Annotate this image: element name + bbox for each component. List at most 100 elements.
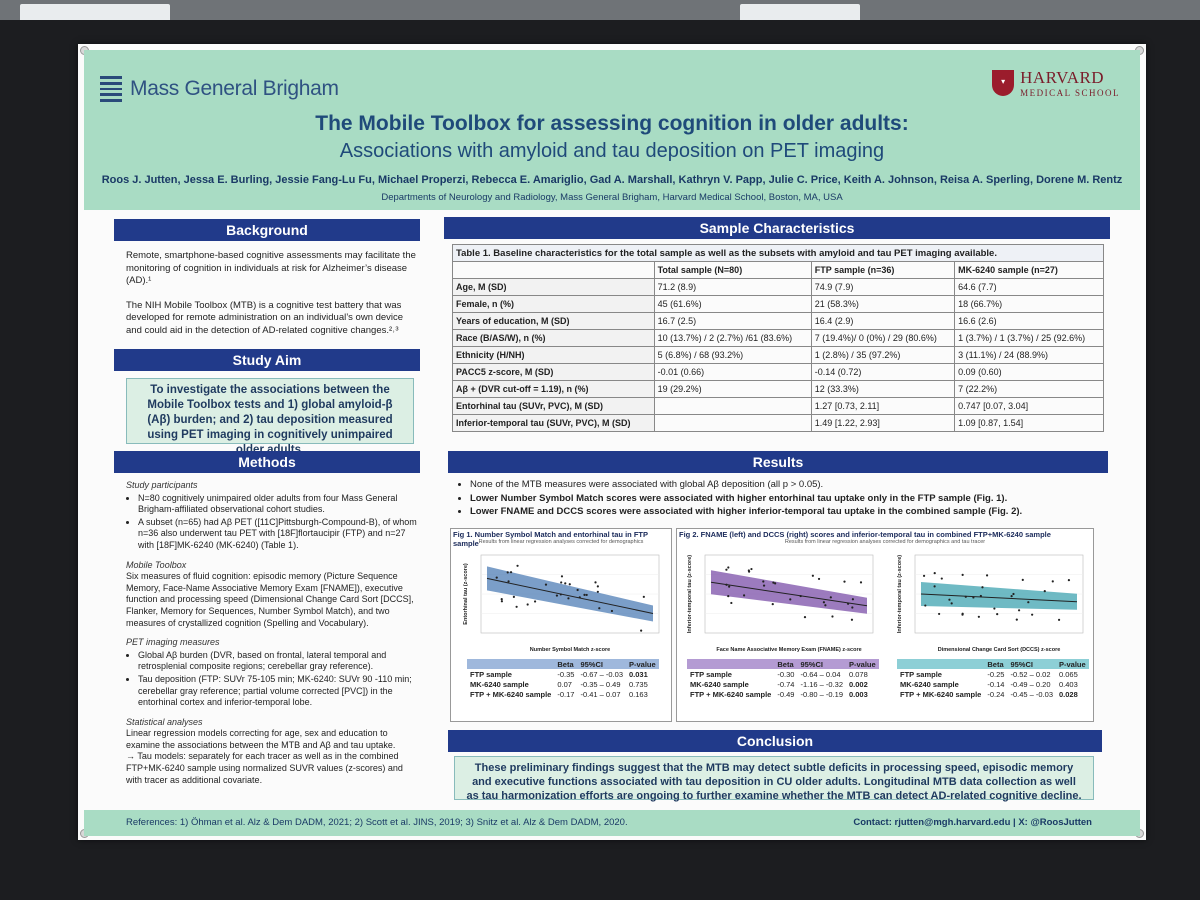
data-point — [559, 593, 562, 596]
data-point — [747, 570, 751, 573]
figure-2: Fig 2. FNAME (left) and DCCS (right) sco… — [676, 528, 1094, 722]
data-point — [728, 585, 731, 588]
coef-table-cell: -0.74 — [777, 679, 795, 689]
table-row: Inferior-temporal tau (SUVr, PVC), M (SD… — [452, 414, 1104, 432]
data-point — [922, 574, 926, 577]
coef-table-header: P-value — [1059, 659, 1086, 669]
confidence-band — [921, 582, 1077, 610]
results-heading: Results — [448, 451, 1108, 473]
data-point — [742, 594, 746, 597]
figure-1-table: Beta 95%CI P-value FTP sample -0.35 -0.67 – -… — [467, 659, 659, 699]
x-axis-label: Face Name Associative Memory Exam (FNAME… — [716, 647, 861, 653]
table-cell: -0.01 (0.66) — [653, 363, 812, 381]
data-point — [583, 593, 586, 596]
coef-table-cell: FTP + MK-6240 sample — [470, 689, 552, 699]
data-point — [1015, 618, 1018, 621]
table-row: Years of education, M (SD) 16.7 (2.5) 16.4… — [452, 312, 1104, 330]
coef-table-row: FTP + MK-6240 sample -0.49 -0.80 – -0.19 0.… — [687, 689, 879, 699]
coef-table-cell: 0.028 — [1059, 689, 1078, 699]
stats-arrow-text: → Tau models: separately for each tracer… — [126, 751, 403, 785]
harvard-logo: ▾ HARVARD MEDICAL SCHOOL — [992, 68, 1120, 98]
data-point — [811, 574, 814, 577]
data-point — [961, 613, 964, 616]
coef-table-row: FTP + MK-6240 sample -0.24 -0.45 – -0.03 0.… — [897, 689, 1089, 699]
table-cell — [653, 397, 812, 415]
coef-table-cell: 0.031 — [629, 669, 648, 679]
data-point — [509, 571, 513, 574]
table-row: Race (B/AS/W), n (%) 10 (13.7%) / 2 (2.7%… — [452, 329, 1104, 347]
coef-table-cell: FTP + MK-6240 sample — [900, 689, 982, 699]
data-point — [851, 606, 854, 609]
coef-table-cell: 0.403 — [1059, 679, 1078, 689]
table-row: Entorhinal tau (SUVr, PVC), M (SD) 1.27 [… — [452, 397, 1104, 415]
coef-table-cell: FTP sample — [470, 669, 512, 679]
coef-table-cell: 0.078 — [849, 669, 868, 679]
table-cell: 21 (58.3%) — [810, 295, 956, 313]
coef-table-cell: -0.80 – -0.19 — [800, 689, 843, 699]
coef-table-header: Beta — [557, 659, 574, 669]
table-row: Female, n (%) 45 (61.6%) 21 (58.3%) 18 (66.… — [452, 295, 1104, 313]
coef-table-cell: 0.735 — [629, 679, 648, 689]
figure-1-title: Fig 1. Number Symbol Match and entorhina… — [453, 530, 648, 548]
figure-2b-table: Beta 95%CI P-value FTP sample -0.25 -0.52 – 0… — [897, 659, 1089, 699]
data-point — [1067, 579, 1071, 582]
department: Departments of Neurology and Radiology, … — [381, 192, 843, 203]
sample-heading: Sample Characteristics — [444, 217, 1110, 239]
data-point — [516, 564, 519, 567]
data-point — [500, 600, 504, 603]
data-point — [610, 609, 614, 613]
data-point — [933, 571, 936, 575]
table-cell: 16.4 (2.9) — [810, 312, 956, 330]
coef-table-cell: FTP + MK-6240 sample — [690, 689, 772, 699]
poster-subtitle: Associations with amyloid and tau deposi… — [339, 140, 885, 162]
data-point — [1012, 592, 1015, 596]
coef-table-cell: MK-6240 sample — [900, 679, 959, 689]
coef-table-header: 95%CI — [1010, 659, 1033, 669]
figure-2-title: Fig 2. FNAME (left) and DCCS (right) sco… — [679, 530, 1051, 539]
data-point — [1051, 580, 1054, 583]
row-label: Race (B/AS/W), n (%) — [452, 329, 655, 347]
figure-1-plot: Number Symbol Match z-score Entorhinal ta… — [463, 554, 660, 653]
regression-line — [710, 581, 868, 607]
table-row: Age, M (SD) 71.2 (8.9) 74.9 (7.9) 64.6 (7.7… — [452, 278, 1104, 296]
coef-table-cell: 0.163 — [629, 689, 648, 699]
data-point — [555, 594, 559, 597]
coef-table-cell: -0.64 – 0.04 — [800, 669, 841, 679]
list-item: None of the MTB measures were associated… — [470, 479, 1108, 492]
background-text: Remote, smartphone-based cognitive asses… — [126, 250, 416, 337]
table-cell: 74.9 (7.9) — [810, 278, 956, 296]
harvard-logo-subtext: MEDICAL SCHOOL — [1020, 88, 1120, 98]
confidence-band — [711, 570, 867, 614]
mgb-logo-icon — [100, 76, 122, 102]
pet-list: Global Aβ burden (DVR, based on frontal,… — [138, 650, 418, 709]
data-point — [750, 567, 753, 571]
table-cell: 7 (22.2%) — [954, 380, 1104, 398]
coef-table-row: MK-6240 sample -0.74 -1.16 – -0.32 0.002 — [687, 679, 879, 689]
data-point — [824, 604, 827, 607]
coef-table-header: P-value — [849, 659, 876, 669]
data-point — [817, 577, 821, 581]
data-point — [526, 603, 529, 606]
coef-table-cell: MK-6240 sample — [690, 679, 749, 689]
data-point — [979, 594, 982, 598]
table-cell: 0.09 (0.60) — [954, 363, 1104, 381]
background-paragraph: The NIH Mobile Toolbox (MTB) is a cognit… — [126, 299, 404, 336]
data-point — [564, 582, 567, 585]
coef-table-header — [467, 659, 554, 669]
methods-heading: Methods — [114, 451, 420, 473]
data-point — [725, 568, 728, 571]
toolbox-text: Six measures of fluid cognition: episodi… — [126, 571, 414, 628]
table-cell: 45 (61.6%) — [653, 295, 812, 313]
coef-table-cell: -0.35 — [557, 669, 575, 679]
table-header: Total sample (N=80) — [653, 261, 812, 279]
data-point — [846, 602, 850, 605]
coef-table-header: 95%CI — [800, 659, 823, 669]
mgb-logo-text: Mass General Brigham — [130, 77, 339, 100]
figure-1-subtitle: Results from linear regression analyses … — [478, 539, 644, 545]
data-point — [1027, 601, 1030, 604]
data-point — [596, 585, 599, 588]
data-point — [859, 581, 863, 584]
data-point — [598, 607, 601, 610]
coef-table-header: P-value — [629, 659, 656, 669]
baseline-table: Table 1. Baseline characteristics for th… — [452, 244, 1104, 432]
